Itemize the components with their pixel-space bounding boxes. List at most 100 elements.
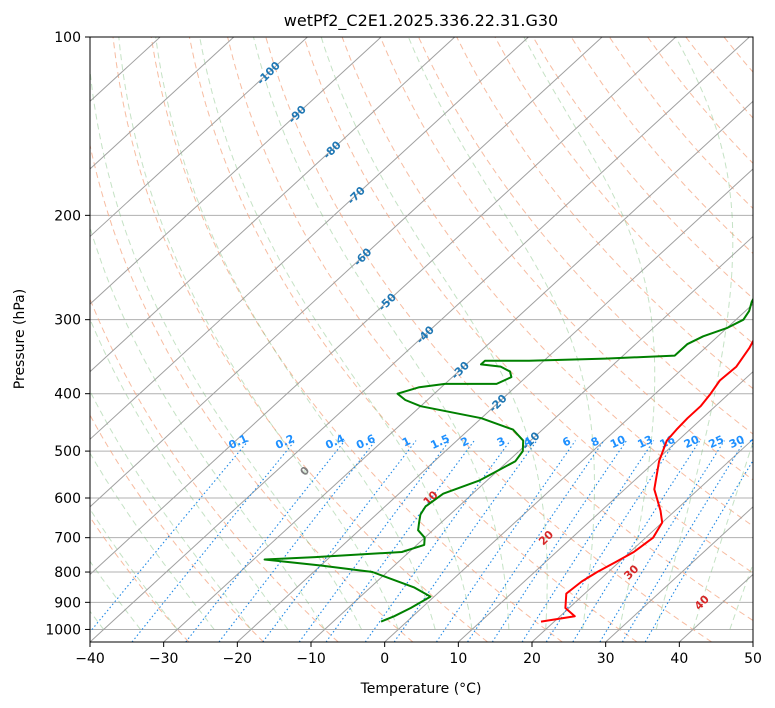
moist-adiabat	[407, 37, 595, 630]
moist-adiabat	[320, 37, 548, 630]
mixing-ratio-line	[262, 440, 417, 642]
isotherm	[752, 641, 753, 642]
y-tick-label: 300	[54, 313, 81, 329]
y-tick-label: 800	[54, 565, 81, 581]
isotherm	[236, 168, 753, 642]
dry-adiabat	[532, 37, 753, 299]
dry-adiabat	[723, 37, 753, 73]
y-tick-label: 500	[54, 444, 81, 460]
mixing-ratio-line	[572, 440, 701, 642]
dewpoint-profile-line	[263, 297, 753, 623]
isotherm	[90, 37, 382, 305]
mixing-ratio-label: 36	[748, 433, 768, 451]
temperature-profile-line	[540, 339, 753, 623]
mixing-ratio-line	[599, 440, 725, 642]
x-tick-label: 30	[597, 651, 615, 667]
moist-adiabat	[90, 225, 326, 630]
x-tick-label: 40	[670, 651, 688, 667]
x-axis-label: Temperature (°C)	[360, 681, 482, 697]
dry-adiabat	[90, 143, 414, 642]
x-tick-label: 0	[380, 651, 389, 667]
isotherm	[90, 37, 529, 440]
dry-adiabat	[90, 516, 190, 642]
moist-adiabat	[253, 37, 510, 630]
dry-adiabat	[456, 37, 753, 390]
isotherm	[90, 37, 235, 170]
y-tick-label: 1000	[45, 622, 81, 638]
moist-adiabat	[90, 560, 141, 630]
dry-adiabat	[227, 37, 712, 642]
mixing-ratio-line	[218, 440, 377, 642]
moist-adiabat-label: 0	[298, 464, 313, 479]
x-tick-label: −40	[75, 651, 105, 667]
y-tick-label: 700	[54, 531, 81, 547]
x-tick-label: −20	[223, 651, 253, 667]
isotherm	[90, 37, 456, 373]
moist-adiabat-label: 20	[536, 528, 556, 548]
moist-adiabat-label: 30	[621, 562, 641, 582]
mixing-ratio-label: 25	[707, 433, 726, 451]
mixing-ratio-line	[393, 440, 538, 642]
dry-adiabat	[112, 37, 488, 642]
y-tick-label: 400	[54, 387, 81, 403]
chart-title: wetPf2_C2E1.2025.336.22.31.G30	[284, 11, 558, 31]
dry-adiabat	[90, 297, 339, 642]
isotherm	[457, 370, 753, 642]
x-tick-label: 50	[744, 651, 762, 667]
isotherm	[0, 37, 13, 642]
x-tick-label: 10	[449, 651, 467, 667]
mixing-ratio-label: 0.2	[273, 432, 296, 452]
moist-adiabat	[90, 389, 252, 630]
dry-adiabat	[150, 37, 563, 642]
dry-adiabat	[647, 37, 753, 165]
moist-adiabat	[155, 37, 436, 630]
isotherm	[90, 37, 308, 238]
mixing-ratio-label: 13	[636, 433, 655, 451]
isotherm	[163, 100, 753, 642]
mixing-ratio-label: 20	[682, 433, 702, 451]
dry-adiabat	[685, 37, 753, 119]
dry-adiabat	[265, 37, 753, 622]
dry-adiabat	[494, 37, 753, 345]
isotherm	[678, 573, 753, 642]
mixing-ratio-line	[185, 440, 346, 642]
mixing-ratio-label: 0.4	[323, 432, 346, 452]
y-axis-label: Pressure (hPa)	[12, 289, 28, 389]
y-tick-label: 600	[54, 491, 81, 507]
mixing-ratio-line	[545, 440, 677, 642]
mixing-ratio-line	[298, 440, 451, 642]
moist-adiabat	[118, 37, 399, 630]
y-tick-label: 200	[54, 208, 81, 224]
isotherm	[310, 235, 753, 642]
mixing-ratio-label: 16	[658, 433, 678, 451]
mixing-ratio-line	[491, 440, 627, 642]
mixing-ratio-line	[644, 459, 753, 642]
isotherm	[90, 37, 750, 642]
dry-adiabat	[90, 414, 264, 642]
mixing-ratio-label: 30	[727, 433, 747, 451]
mixing-ratio-line	[521, 440, 655, 642]
moist-adiabat	[655, 37, 734, 630]
mixing-ratio-label: 8	[589, 434, 601, 449]
dry-adiabat	[570, 37, 753, 255]
moist-adiabat	[90, 66, 362, 630]
moist-adiabat	[90, 452, 215, 630]
moist-adiabat	[90, 508, 178, 630]
isotherm	[90, 37, 603, 508]
mixing-ratio-line	[435, 440, 576, 642]
isotherm	[531, 438, 753, 642]
mixing-ratio-line	[621, 440, 746, 642]
moist-adiabat-label: 40	[692, 592, 712, 612]
y-tick-label: 100	[54, 30, 81, 46]
dry-adiabat	[762, 37, 775, 642]
x-tick-label: 20	[523, 651, 541, 667]
dry-adiabat	[418, 37, 753, 435]
mixing-ratio-line	[90, 440, 249, 633]
mixing-ratio-line	[131, 440, 296, 642]
mixing-ratio-line	[325, 440, 475, 642]
isotherm	[90, 37, 677, 576]
dry-adiabat	[303, 37, 753, 574]
moist-adiabat	[729, 562, 753, 630]
mixing-ratio-line	[364, 440, 511, 642]
